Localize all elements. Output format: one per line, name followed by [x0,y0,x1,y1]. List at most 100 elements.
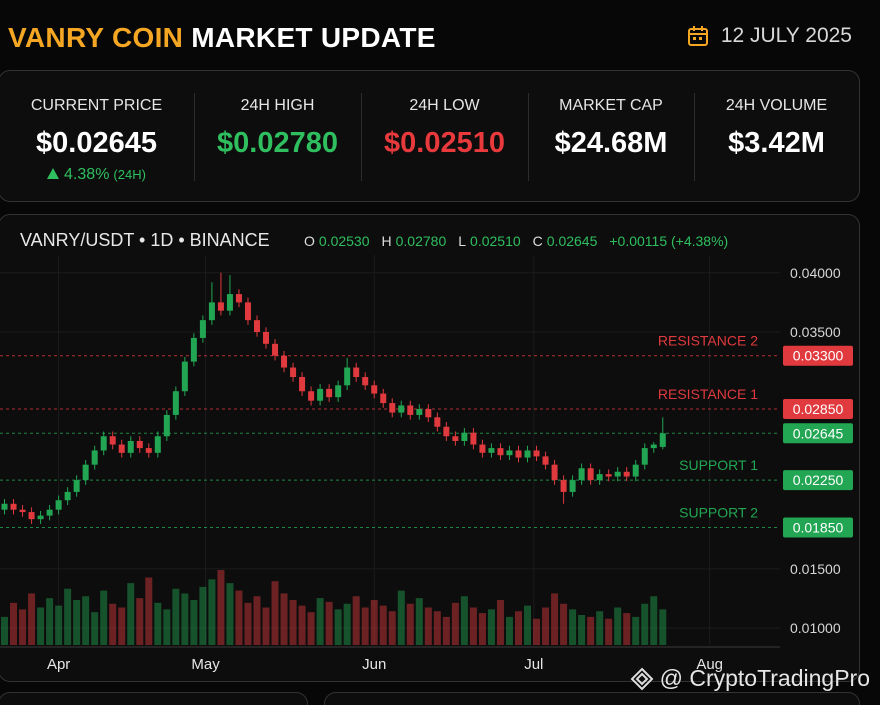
candle-body [398,405,405,413]
price-tag [783,517,853,538]
x-tick-label: May [191,656,220,673]
candle-body [181,361,188,392]
y-tick-label: 0.01500 [790,561,841,577]
candle-body [217,302,224,311]
chart-title: VANRY/USDT • 1D • BINANCE [20,230,270,250]
x-tick-label: Aug [696,656,723,673]
ohlc-item: L 0.02510 [458,233,520,249]
candle-body [542,456,549,465]
level-name: RESISTANCE 1 [658,386,758,402]
candle-body [407,405,414,415]
volume-bar [82,596,90,645]
candle-body [641,448,648,465]
volume-bar [641,603,649,645]
x-tick-label: Jul [524,656,543,673]
volume-bar [64,588,72,645]
volume-bar [442,616,450,645]
candle-body [470,432,477,445]
ohlc-key: L [458,233,467,249]
candle-body [569,480,576,492]
volume-bar [100,590,108,645]
candle-body [244,302,251,321]
volume-bar [154,602,162,645]
volume-bar [587,616,595,645]
price-tag-label: 0.01850 [793,519,844,535]
candle-body [109,436,116,445]
candle-body [190,337,197,362]
volume-bar [542,607,550,645]
ohlc-item: C 0.02645 [533,233,598,249]
volume-bar [163,609,171,645]
candle-body [127,440,134,453]
candle-body [299,377,306,392]
candle-body [317,388,324,401]
candle-body [380,393,387,404]
volume-bar [487,609,495,645]
volume-bar [127,583,135,645]
title-accent: VANRY COIN [8,22,184,53]
candle-body [19,509,26,513]
volume-bar [496,600,504,645]
candle-body [55,500,62,510]
title-text: MARKET UPDATE [191,22,436,53]
candle-body [308,391,315,401]
volume-bar [334,609,342,645]
stat-value: $0.02645 [36,127,157,159]
candle-body [578,468,585,481]
separator [528,93,529,181]
candle-body [560,480,567,492]
volume-bar [379,605,387,645]
volume-bar [388,611,396,645]
stat-value: $24.68M [554,127,668,159]
price-tag [783,423,853,444]
stat-label: CURRENT PRICE [30,97,163,114]
stat-change: 4.38% (24H) [0,166,194,184]
stat-value: $0.02510 [384,127,505,159]
candle-body [650,444,657,449]
candle-body [208,302,215,321]
stat-label: MARKET CAP [559,97,663,114]
candle-body [452,436,459,441]
candle-body [533,450,540,457]
volume-bar [478,613,486,645]
candle-body [145,448,152,453]
watermark: @ CryptoTradingPro [630,665,870,692]
candle-body [100,436,107,451]
level-name: SUPPORT 2 [679,504,758,520]
candle-body [605,474,612,477]
volume-bar [533,618,541,645]
volume-bar [524,605,532,645]
candle-body [524,450,531,458]
candle-body [73,480,80,492]
volume-bar [514,611,522,645]
volume-bar [118,607,126,645]
candle-body [272,343,279,356]
candle-body [263,332,270,344]
candle-body [659,433,666,447]
volume-bar [136,598,144,645]
volume-bar [226,583,234,645]
candle-body [344,367,351,386]
volume-bar [172,588,180,645]
volume-bar [37,607,45,645]
volume-bar [460,596,468,645]
volume-bar [343,603,351,645]
volume-bar [632,616,640,645]
separator [194,93,195,181]
volume-bar [614,607,622,645]
volume-bar [1,616,9,645]
candle-body [371,385,378,394]
candle-body [118,444,125,453]
ohlc-item: O 0.02530 [304,233,370,249]
candle-body [163,414,170,437]
separator [361,93,362,181]
volume-bar [253,596,261,645]
candle-body [226,294,233,311]
volume-bar [217,570,225,645]
volume-bar [469,607,477,645]
stat: 24H HIGH $0.02780 [194,71,361,201]
stat: MARKET CAP $24.68M [528,71,694,201]
ohlc-value: 0.02530 [318,233,370,249]
volume-bar [569,609,577,645]
